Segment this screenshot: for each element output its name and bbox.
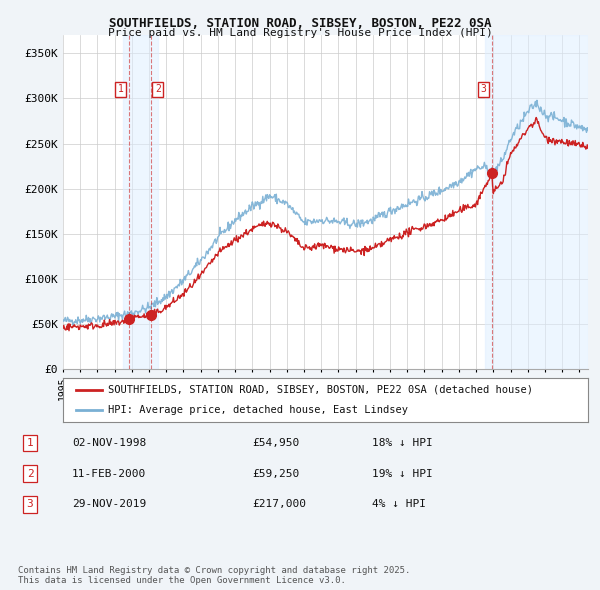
Text: 4% ↓ HPI: 4% ↓ HPI: [372, 500, 426, 509]
Text: 2: 2: [26, 469, 34, 478]
Bar: [123, 35, 158, 369]
Text: £59,250: £59,250: [252, 469, 299, 478]
Text: 11-FEB-2000: 11-FEB-2000: [72, 469, 146, 478]
Text: 1: 1: [118, 84, 124, 94]
Text: Price paid vs. HM Land Registry's House Price Index (HPI): Price paid vs. HM Land Registry's House …: [107, 28, 493, 38]
Text: 19% ↓ HPI: 19% ↓ HPI: [372, 469, 433, 478]
Text: 2: 2: [155, 84, 161, 94]
Text: 3: 3: [480, 84, 486, 94]
Text: 1: 1: [26, 438, 34, 448]
Text: £217,000: £217,000: [252, 500, 306, 509]
Text: SOUTHFIELDS, STATION ROAD, SIBSEY, BOSTON, PE22 0SA: SOUTHFIELDS, STATION ROAD, SIBSEY, BOSTO…: [109, 17, 491, 30]
Text: Contains HM Land Registry data © Crown copyright and database right 2025.
This d: Contains HM Land Registry data © Crown c…: [18, 566, 410, 585]
Text: 29-NOV-2019: 29-NOV-2019: [72, 500, 146, 509]
Text: 3: 3: [26, 500, 34, 509]
Text: 02-NOV-1998: 02-NOV-1998: [72, 438, 146, 448]
Text: 18% ↓ HPI: 18% ↓ HPI: [372, 438, 433, 448]
Text: £54,950: £54,950: [252, 438, 299, 448]
Bar: [485, 35, 588, 369]
Text: SOUTHFIELDS, STATION ROAD, SIBSEY, BOSTON, PE22 0SA (detached house): SOUTHFIELDS, STATION ROAD, SIBSEY, BOSTO…: [107, 385, 533, 395]
Text: HPI: Average price, detached house, East Lindsey: HPI: Average price, detached house, East…: [107, 405, 407, 415]
